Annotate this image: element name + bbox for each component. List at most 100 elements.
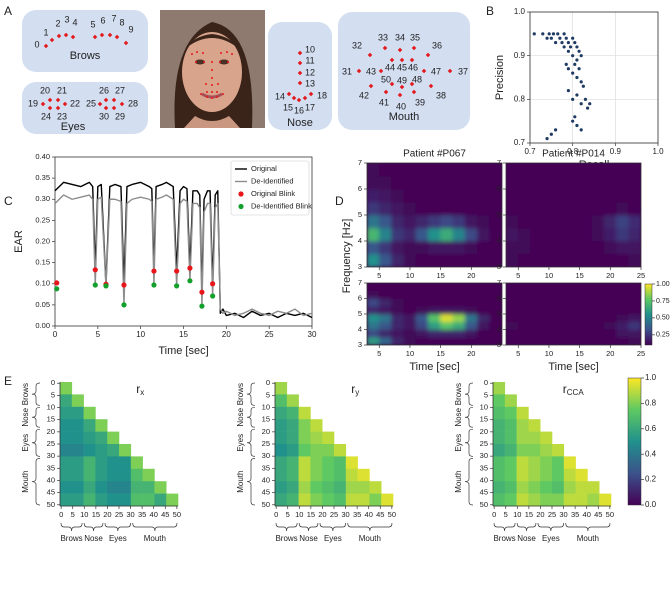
x-tick-label: 30 bbox=[308, 330, 317, 339]
y-tick-label: 50 bbox=[47, 500, 55, 509]
panel-label: C bbox=[4, 194, 13, 208]
correlation-cell bbox=[563, 468, 576, 482]
heatmap-cell bbox=[579, 290, 593, 299]
heatmap-cell bbox=[452, 321, 466, 330]
heatmap-cell bbox=[616, 283, 630, 292]
x-tick-label: 15 bbox=[307, 510, 315, 519]
correlation-cell bbox=[107, 444, 120, 457]
correlation-cell bbox=[60, 444, 73, 457]
heatmap-cell bbox=[517, 188, 531, 203]
heatmap-cell bbox=[452, 188, 466, 203]
heatmap-cell bbox=[415, 175, 429, 190]
heatmap-cell bbox=[428, 283, 441, 292]
heatmap-cell bbox=[477, 305, 491, 315]
point bbox=[545, 137, 549, 141]
heatmap-cell bbox=[415, 313, 429, 323]
heatmap-cell bbox=[367, 329, 380, 338]
x-tick-label: 0 bbox=[53, 330, 58, 339]
colorbar-tick-label: 0.8 bbox=[645, 399, 657, 408]
group-brace bbox=[275, 522, 298, 532]
landmark-label: 32 bbox=[352, 40, 362, 50]
correlation-cell bbox=[130, 481, 143, 494]
heatmap-cell bbox=[542, 290, 556, 299]
heatmap-cell bbox=[378, 283, 392, 292]
point bbox=[583, 97, 588, 101]
group-brace bbox=[565, 522, 611, 532]
landmark-group-box bbox=[338, 12, 470, 130]
heatmap-cell bbox=[428, 240, 441, 255]
heatmap-cell bbox=[591, 313, 605, 323]
group-brace bbox=[246, 428, 256, 457]
heatmap-cell bbox=[567, 283, 580, 292]
correlation-cell bbox=[322, 493, 335, 507]
point bbox=[564, 36, 568, 40]
correlation-cell bbox=[345, 481, 358, 494]
y-tick-label: 0.20 bbox=[35, 236, 50, 245]
landmark-label: 24 bbox=[41, 111, 51, 121]
heatmap-cell bbox=[489, 329, 502, 338]
heatmap-cell bbox=[591, 336, 605, 345]
correlation-cell bbox=[563, 456, 576, 470]
heatmap-cells bbox=[367, 163, 502, 267]
y-tick-label: 5 bbox=[497, 309, 501, 318]
x-tick-label: 5 bbox=[377, 271, 381, 280]
heatmap-cell bbox=[378, 253, 392, 267]
y-tick-label: 0.40 bbox=[35, 152, 50, 161]
correlation-cell bbox=[540, 444, 553, 457]
group-label-x: Nose bbox=[517, 534, 536, 543]
heatmap-cell bbox=[616, 329, 630, 338]
heatmap-cell bbox=[489, 214, 502, 229]
heatmap-cell bbox=[579, 163, 593, 177]
heatmap-cell bbox=[579, 305, 593, 315]
landmark-label: 39 bbox=[415, 97, 425, 107]
heatmap-cell bbox=[567, 336, 580, 345]
correlation-cell bbox=[130, 493, 143, 507]
y-axis-label: Precision bbox=[494, 55, 506, 100]
correlation-cell bbox=[71, 481, 84, 494]
colorbar-tick-label: 0.75 bbox=[656, 298, 670, 305]
x-tick-label: 25 bbox=[265, 330, 274, 339]
blink-point bbox=[103, 283, 109, 289]
correlation-cell bbox=[107, 456, 120, 470]
group-brace bbox=[31, 428, 41, 457]
heatmap-cell bbox=[517, 313, 531, 323]
heatmap-cell bbox=[378, 313, 392, 323]
heatmap-cell bbox=[616, 305, 630, 315]
landmark-label: 17 bbox=[305, 102, 315, 112]
heatmap-cell bbox=[517, 240, 531, 255]
heatmap-cell bbox=[403, 214, 417, 229]
y-tick-label: 35 bbox=[480, 463, 488, 472]
x-tick-label: 30 bbox=[559, 510, 567, 519]
heatmap-cell bbox=[428, 313, 441, 323]
x-tick-label: 10 bbox=[406, 271, 414, 280]
point bbox=[566, 40, 571, 45]
heatmap-cell bbox=[367, 214, 380, 229]
correlation-cell bbox=[516, 456, 529, 470]
correlation-cell bbox=[71, 456, 84, 470]
landmark-label: 12 bbox=[305, 67, 315, 77]
heatmap-cell bbox=[554, 240, 568, 255]
heatmap-cell bbox=[367, 188, 380, 203]
heatmap-cell bbox=[489, 298, 502, 307]
panel-label: D bbox=[335, 194, 344, 208]
blink-point bbox=[54, 280, 60, 286]
correlation-cell bbox=[107, 493, 120, 507]
landmark-label: 29 bbox=[115, 111, 125, 121]
heatmap-cell bbox=[464, 214, 478, 229]
heatmap-cell bbox=[428, 336, 441, 345]
heatmap-cell bbox=[530, 305, 544, 315]
group-label-x: Nose bbox=[84, 534, 103, 543]
correlation-cell bbox=[60, 493, 73, 507]
heatmap-cell bbox=[367, 283, 380, 292]
heatmap-cell bbox=[530, 175, 544, 190]
y-tick-label: 15 bbox=[480, 415, 488, 424]
heatmap-cell bbox=[403, 313, 417, 323]
point bbox=[556, 32, 560, 36]
heatmap-cell bbox=[591, 321, 605, 330]
correlation-cell bbox=[275, 382, 288, 395]
landmark-label: 40 bbox=[396, 101, 406, 111]
heatmap-cell bbox=[542, 175, 556, 190]
heatmap-cell bbox=[415, 290, 429, 299]
correlation-cell bbox=[119, 481, 132, 494]
landmark-label: 22 bbox=[70, 98, 80, 108]
